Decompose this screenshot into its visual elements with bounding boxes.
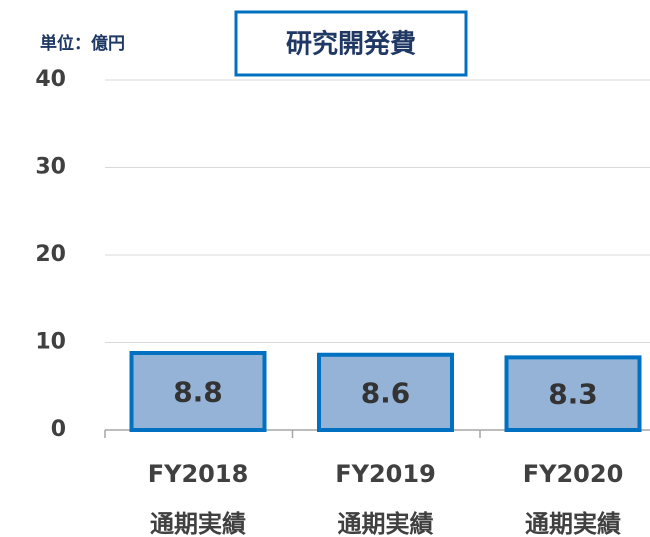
y-tick-label: 20 (35, 242, 66, 267)
bar (504, 355, 642, 432)
y-tick-label: 30 (35, 155, 66, 180)
bar (129, 351, 267, 432)
x-tick-label: 通期実績 (150, 510, 246, 537)
x-tick-label: FY2020 (523, 460, 624, 488)
y-tick-label: 10 (35, 330, 66, 355)
chart-title: 研究開発費 (286, 29, 416, 60)
x-tick-label: FY2019 (335, 460, 436, 488)
unit-label: 単位：億円 (40, 33, 125, 54)
y-tick-label: 0 (51, 417, 66, 442)
x-tick-label: FY2018 (148, 460, 249, 488)
value-label: 8.8 (173, 376, 223, 409)
value-label: 8.6 (361, 376, 411, 409)
x-tick-label: 通期実績 (338, 510, 434, 537)
y-tick-label: 40 (35, 67, 66, 92)
bar (317, 352, 454, 432)
x-tick-label: 通期実績 (525, 510, 621, 537)
value-label: 8.3 (548, 378, 598, 411)
title-box (234, 10, 468, 77)
